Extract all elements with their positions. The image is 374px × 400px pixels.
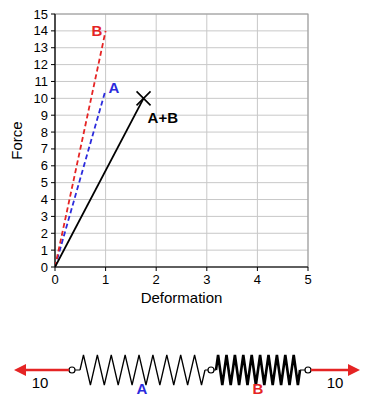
y-tick <box>51 14 55 15</box>
force-arrow <box>22 369 69 372</box>
series-line <box>55 31 106 267</box>
x-tick <box>206 267 207 271</box>
plot-frame <box>55 14 308 267</box>
y-tick-label: 10 <box>34 91 48 106</box>
y-tick <box>51 233 55 234</box>
end-marker <box>137 91 151 105</box>
y-tick <box>51 64 55 65</box>
y-tick <box>51 216 55 217</box>
grid-line-x <box>105 14 106 267</box>
y-axis-label: Force <box>8 121 25 159</box>
x-tick-label: 3 <box>203 272 210 287</box>
series-label: A <box>109 79 120 96</box>
y-tick-label: 4 <box>41 192 48 207</box>
y-tick-label: 15 <box>34 7 48 22</box>
series-group <box>55 31 151 267</box>
y-tick <box>51 30 55 31</box>
x-tick <box>308 267 309 271</box>
hook <box>208 367 214 373</box>
grid-line-y <box>55 199 308 200</box>
y-tick <box>51 250 55 251</box>
grid-line-x <box>206 14 207 267</box>
y-tick <box>51 267 55 268</box>
y-tick <box>51 115 55 116</box>
y-tick-label: 11 <box>35 74 49 89</box>
y-tick <box>51 132 55 133</box>
grid-line-x <box>156 14 157 267</box>
x-tick-label: 5 <box>304 272 311 287</box>
x-tick-label: 2 <box>153 272 160 287</box>
arrow-head <box>348 364 360 376</box>
y-tick <box>51 81 55 82</box>
grid <box>55 14 308 267</box>
spring-label: A <box>137 380 148 397</box>
y-tick-label: 0 <box>41 260 48 275</box>
grid-line-y <box>55 165 308 166</box>
y-tick-label: 13 <box>34 40 48 55</box>
x-tick-label: 4 <box>254 272 261 287</box>
x-tick <box>156 267 157 271</box>
x-tick <box>105 267 106 271</box>
arrow-head <box>14 364 26 376</box>
hook-line <box>300 370 305 371</box>
y-tick <box>51 199 55 200</box>
y-tick-label: 3 <box>41 209 48 224</box>
grid-line-y <box>55 98 308 99</box>
force-arrow <box>311 369 352 372</box>
grid-line-x <box>55 14 56 267</box>
grid-line-y <box>55 250 308 251</box>
grid-line-y <box>55 81 308 82</box>
y-tick-label: 12 <box>34 57 48 72</box>
y-tick-label: 7 <box>41 141 48 156</box>
series-line <box>55 90 106 267</box>
grid-line-y <box>55 64 308 65</box>
grid-line-y <box>55 47 308 48</box>
y-tick <box>51 47 55 48</box>
y-tick-label: 8 <box>41 125 48 140</box>
series-label: B <box>92 22 103 39</box>
grid-line-y <box>55 182 308 183</box>
x-tick <box>257 267 258 271</box>
grid-line-y <box>55 233 308 234</box>
series-label: A+B <box>148 109 179 126</box>
y-tick <box>51 148 55 149</box>
y-tick <box>51 165 55 166</box>
x-tick-label: 0 <box>51 272 58 287</box>
grid-line-y <box>55 216 308 217</box>
series-line <box>55 98 144 267</box>
y-tick <box>51 182 55 183</box>
hook <box>69 367 75 373</box>
spring-label: B <box>253 380 264 397</box>
y-tick-label: 9 <box>41 108 48 123</box>
hook-line <box>75 370 80 371</box>
y-tick <box>51 98 55 99</box>
spring-diagram: 10 10 A B <box>14 355 360 397</box>
hook <box>305 367 311 373</box>
force-label: 10 <box>32 374 49 391</box>
y-tick-label: 6 <box>41 158 48 173</box>
y-tick-label: 5 <box>41 175 48 190</box>
grid-line-y <box>55 267 308 268</box>
grid-line-y <box>55 148 308 149</box>
y-axis <box>54 14 55 267</box>
y-tick-label: 2 <box>41 226 48 241</box>
x-axis-label: Deformation <box>141 289 223 306</box>
y-tick-label: 14 <box>34 23 48 38</box>
y-tick-label: 1 <box>41 243 48 258</box>
x-tick-label: 1 <box>102 272 109 287</box>
grid-line-y <box>55 115 308 116</box>
x-axis <box>55 266 308 267</box>
x-tick <box>55 267 56 271</box>
figure: 0123450123456789101112131415DeformationF… <box>0 0 374 400</box>
grid-line-x <box>257 14 258 267</box>
force-label: 10 <box>327 374 344 391</box>
